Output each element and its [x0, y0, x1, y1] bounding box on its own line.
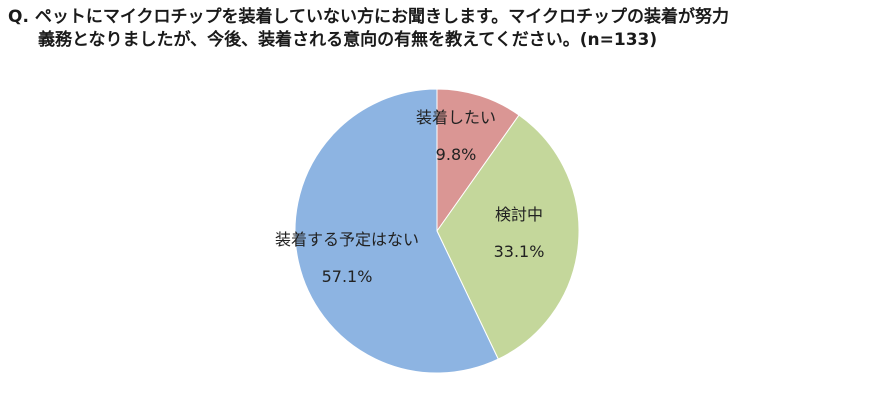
pie-slice-1 — [436, 88, 520, 233]
question-line-2: 義務となりましたが、今後、装着される意向の有無を教えてください。(n=133) — [38, 30, 658, 50]
pie-labels: 装着したい 9.8% 検討中 33.1% 装着する予定はない 57.1% — [275, 108, 544, 286]
slice-category-label: 装着したい — [416, 108, 496, 127]
pie-slice-3 — [294, 88, 499, 374]
question-prefix: Q. — [8, 7, 29, 27]
pie-slices — [294, 88, 580, 374]
pie-slice-2 — [436, 114, 580, 360]
slice-category-label: 装着する予定はない — [275, 230, 419, 249]
question-line-1: ペットにマイクロチップを装着していない方にお聞きします。マイクロチップの装着が努… — [34, 7, 729, 27]
slice-category-label: 検討中 — [495, 205, 543, 224]
slice-value-label: 57.1% — [322, 267, 373, 286]
question-text: Q. ペットにマイクロチップを装着していない方にお聞きします。マイクロチップの装… — [8, 6, 882, 52]
slice-value-label: 33.1% — [494, 242, 545, 261]
slice-value-label: 9.8% — [436, 145, 477, 164]
